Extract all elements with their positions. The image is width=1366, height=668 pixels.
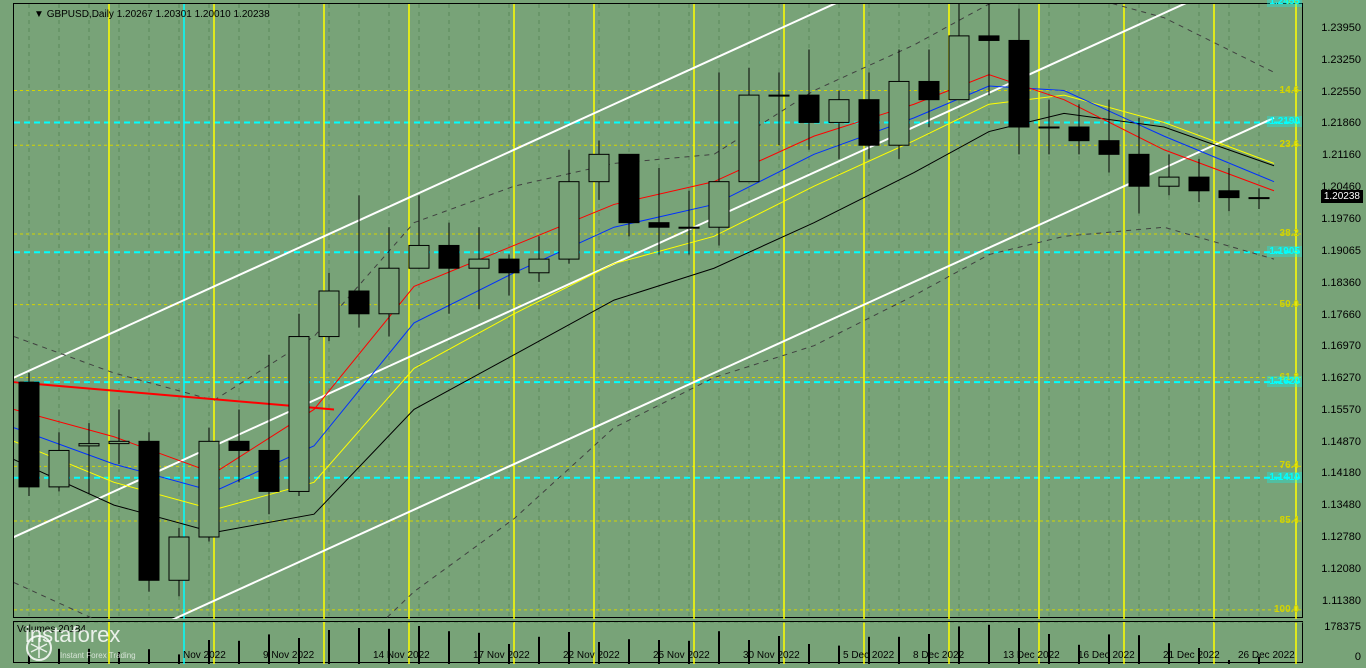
price-tick-label: 1.13480	[1321, 499, 1361, 511]
cyan-level-label: 1.1620	[1267, 376, 1302, 387]
volume-axis-label: 0	[1355, 651, 1361, 663]
cyan-level-label: 1.1410	[1267, 472, 1302, 483]
fib-level-label: 14.6	[1280, 85, 1299, 96]
volume-axis: 178375 0	[1305, 621, 1363, 663]
price-chart-panel[interactable]: ▼ GBPUSD,Daily 1.20267 1.20301 1.20010 1…	[13, 3, 1303, 618]
date-tick-label: 25 Nov 2022	[653, 650, 710, 661]
fib-level-label: 23.6	[1280, 139, 1299, 150]
date-tick-label: 5 Dec 2022	[843, 650, 894, 661]
date-tick-label: 21 Dec 2022	[1163, 650, 1220, 661]
price-tick-label: 1.16270	[1321, 372, 1361, 384]
date-tick-label: 8 Dec 2022	[913, 650, 964, 661]
price-tick-label: 1.16970	[1321, 340, 1361, 352]
price-tick-label: 1.21160	[1322, 149, 1361, 161]
price-tick-label: 1.17660	[1321, 309, 1361, 321]
price-tick-label: 1.23250	[1321, 54, 1361, 66]
fib-level-label: 76.4	[1280, 460, 1299, 471]
cyan-level-label: 1.2455	[1267, 0, 1302, 7]
price-tick-label: 1.22550	[1321, 86, 1361, 98]
price-tick-label: 1.12780	[1321, 531, 1361, 543]
date-tick-label: 30 Nov 2022	[743, 650, 800, 661]
date-axis: Nov 2022 9 Nov 2022 14 Nov 2022 17 Nov 2022…	[13, 648, 1303, 666]
date-tick-label: 26 Dec 2022	[1238, 650, 1295, 661]
fib-level-label: 38.2	[1280, 228, 1299, 239]
cyan-level-label: 1.2190	[1267, 116, 1302, 127]
price-tick-label: 1.23950	[1321, 22, 1361, 34]
dropdown-icon: ▼	[34, 9, 44, 20]
price-axis: 1.239501.232501.225501.218601.211601.204…	[1305, 3, 1363, 618]
date-tick-label: 17 Nov 2022	[473, 650, 530, 661]
date-tick-label: 14 Nov 2022	[373, 650, 430, 661]
cyan-level-label: 1.1905	[1267, 246, 1302, 257]
price-tick-label: 1.18360	[1321, 277, 1361, 289]
logo-text: instaforex	[25, 622, 120, 648]
price-tick-label: 1.14180	[1321, 467, 1361, 479]
current-price-marker: 1.20238	[1321, 190, 1363, 203]
price-tick-label: 1.15570	[1321, 404, 1361, 416]
price-tick-label: 1.11380	[1322, 595, 1361, 607]
price-tick-label: 1.19760	[1321, 213, 1361, 225]
date-tick-label: 9 Nov 2022	[263, 650, 314, 661]
fib-level-label: 85.4	[1280, 515, 1299, 526]
logo-subtitle: Instant Forex Trading	[60, 651, 136, 660]
price-tick-label: 1.12080	[1321, 563, 1361, 575]
date-tick-label: Nov 2022	[183, 650, 226, 661]
price-tick-label: 1.21860	[1321, 117, 1361, 129]
symbol-label: GBPUSD,Daily	[47, 9, 114, 20]
fib-level-label: 50.0	[1280, 299, 1299, 310]
date-tick-label: 16 Dec 2022	[1078, 650, 1135, 661]
fib-level-label: 100.0	[1274, 604, 1299, 615]
date-tick-label: 13 Dec 2022	[1003, 650, 1060, 661]
volume-axis-label: 178375	[1324, 621, 1361, 633]
chart-title-bar: ▼ GBPUSD,Daily 1.20267 1.20301 1.20010 1…	[34, 9, 270, 20]
ohlc-label: 1.20267 1.20301 1.20010 1.20238	[117, 9, 270, 20]
price-tick-label: 1.19065	[1321, 245, 1361, 257]
price-tick-label: 1.14870	[1321, 436, 1361, 448]
date-tick-label: 22 Nov 2022	[563, 650, 620, 661]
